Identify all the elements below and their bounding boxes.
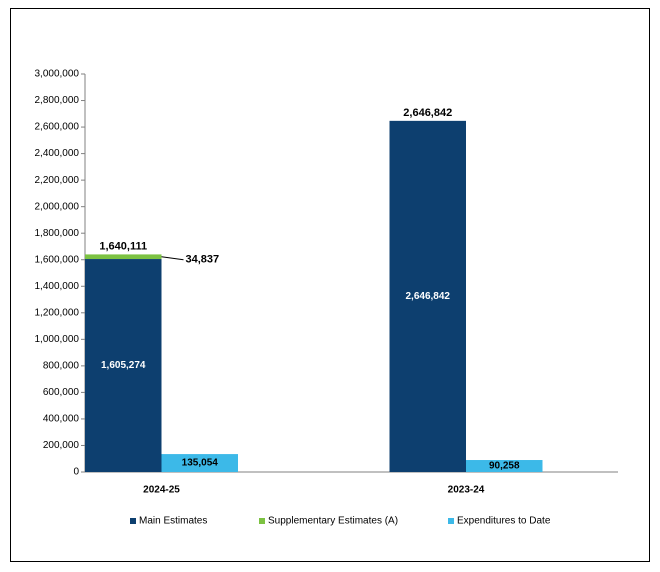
bar-segment [85,259,162,472]
legend-label: Main Estimates [139,516,207,527]
value-label: 34,837 [186,254,220,266]
y-tick-label: 1,800,000 [35,228,80,239]
bar-segment [389,120,466,472]
value-label: 2,646,842 [406,291,451,302]
value-label: 90,258 [489,461,520,472]
y-tick-label: 2,600,000 [35,122,80,133]
total-label: 1,640,111 [99,240,147,252]
y-tick-label: 600,000 [43,387,80,398]
legend-label: Expenditures to Date [457,516,551,527]
bar [161,454,238,472]
bar [466,460,543,472]
y-tick-label: 2,200,000 [35,175,80,186]
value-label: 1,605,274 [101,360,146,371]
legend-swatch [259,518,265,524]
y-tick-label: 400,000 [43,414,80,425]
y-tick-label: 1,600,000 [35,254,80,265]
legend-swatch [130,518,136,524]
y-tick-label: 200,000 [43,440,80,451]
legend-swatch [448,518,454,524]
y-tick-label: 800,000 [43,361,80,372]
x-tick-label: 2023-24 [448,485,485,496]
legend-label: Supplementary Estimates (A) [268,516,398,527]
y-tick-label: 3,000,000 [35,69,80,80]
bar-segment [85,254,162,260]
y-tick-label: 0 [73,467,79,478]
y-tick-label: 1,200,000 [35,307,80,318]
y-tick-label: 2,000,000 [35,201,80,212]
y-tick-label: 2,800,000 [35,95,80,106]
y-tick-label: 2,400,000 [35,148,80,159]
y-tick-label: 1,400,000 [35,281,80,292]
x-tick-label: 2024-25 [143,485,180,496]
value-label: 135,054 [182,458,219,469]
y-tick-label: 1,000,000 [35,334,80,345]
total-label: 2,646,842 [403,107,452,119]
leader-line [161,256,184,261]
